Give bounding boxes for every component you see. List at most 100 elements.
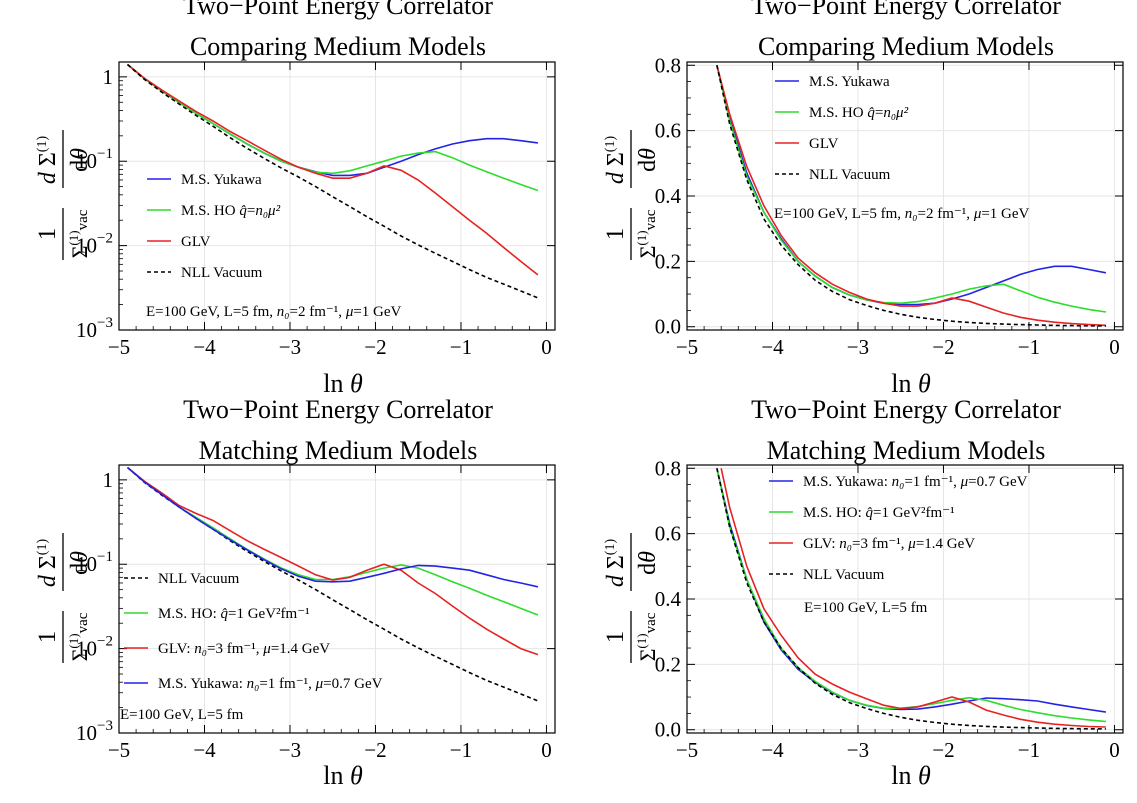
x-tick-label: −1 (450, 335, 472, 359)
series-line-3 (716, 65, 1106, 327)
legend-label-4: NLL Vacuum (181, 265, 263, 281)
x-tick-label: −1 (1018, 335, 1040, 359)
y-axis-label-one: 1 (602, 631, 629, 644)
series-line-3 (126, 63, 539, 276)
y-axis-label-dtheta: dθ (67, 148, 93, 172)
chart-title-line-1: Two−Point Energy Correlator (183, 395, 493, 424)
y-axis-label-one: 1 (602, 228, 629, 241)
legend-label-4: NLL Vacuum (809, 167, 891, 183)
x-tick-label: −5 (676, 738, 698, 762)
series-line-2 (716, 65, 1107, 313)
series-line-4 (126, 63, 539, 299)
x-tick-label: 0 (541, 738, 552, 762)
x-tick-label: 0 (1109, 335, 1120, 359)
parameter-annotation: E=100 GeV, L=5 fm, n₀=2 fm⁻¹, μ=1 GeV (146, 304, 402, 320)
y-axis-label-dsigma: d Σ(1) (603, 539, 629, 588)
y-tick-label: 10−1 (76, 146, 113, 173)
chart-title-line-1: Two−Point Energy Correlator (751, 395, 1061, 424)
legend-label-1: NLL Vacuum (158, 571, 240, 587)
legend-label-3: GLV: n₀=3 fm⁻¹, μ=1.4 GeV (158, 641, 330, 657)
x-tick-label: −3 (847, 738, 869, 762)
legend-label-2: M.S. HO: q̂=1 GeV²fm⁻¹ (158, 606, 310, 622)
legend-label-3: GLV (181, 234, 211, 250)
x-axis-label: ln θ (891, 761, 931, 790)
y-tick-label: 0.4 (655, 184, 682, 208)
y-axis-label-sigma-vac: Σ(1)vac (634, 612, 660, 661)
y-tick-label: 0.6 (655, 119, 681, 143)
parameter-annotation: E=100 GeV, L=5 fm, n₀=2 fm⁻¹, μ=1 GeV (774, 206, 1030, 222)
y-axis-label-dsigma: d Σ(1) (603, 136, 629, 185)
series-line-1 (716, 468, 1107, 713)
y-tick-label: 1 (103, 65, 114, 89)
chart-title-line-1: Two−Point Energy Correlator (751, 0, 1061, 20)
y-tick-label: 10−1 (76, 549, 113, 576)
chart-panel-3: Two−Point Energy Correlator Matching Medi… (34, 395, 556, 790)
series-line-2 (126, 466, 539, 616)
x-tick-label: −3 (279, 335, 301, 359)
y-tick-label: 0.0 (655, 315, 681, 339)
x-tick-label: −4 (761, 335, 784, 359)
y-tick-label: 0.0 (655, 718, 681, 742)
y-tick-label: 0.2 (655, 652, 681, 676)
y-tick-label: 0.6 (655, 522, 681, 546)
y-tick-label: 10−3 (76, 718, 113, 745)
chart-title-line-1: Two−Point Energy Correlator (183, 0, 493, 20)
y-tick-label: 0.8 (655, 53, 681, 77)
x-tick-label: −5 (676, 335, 698, 359)
chart-title-line-2: Comparing Medium Models (190, 32, 486, 61)
legend-label-2: M.S. HO q̂=n₀μ² (181, 203, 281, 219)
x-tick-label: −3 (847, 335, 869, 359)
chart-panel-2: Two−Point Energy Correlator Comparing Med… (602, 0, 1124, 398)
legend-label-2: M.S. HO: q̂=1 GeV²fm⁻¹ (803, 505, 955, 521)
x-tick-label: −2 (932, 738, 954, 762)
x-tick-label: −3 (279, 738, 301, 762)
series-line-3 (126, 466, 539, 656)
legend-label-1: M.S. Yukawa (809, 74, 890, 90)
x-axis-label: ln θ (891, 369, 931, 398)
y-axis-label-sigma-vac: Σ(1)vac (634, 209, 660, 258)
series-line-2 (126, 63, 539, 192)
x-tick-label: −2 (932, 335, 954, 359)
x-tick-label: −2 (364, 335, 386, 359)
plot-frame (118, 61, 556, 331)
y-axis-label-one: 1 (34, 228, 61, 241)
y-tick-label: 10−3 (76, 315, 113, 342)
y-tick-label: 0.4 (655, 587, 682, 611)
series-line-1 (716, 65, 1107, 306)
x-tick-label: 0 (541, 335, 552, 359)
x-tick-label: −5 (108, 335, 130, 359)
chart-title-line-2: Comparing Medium Models (758, 32, 1054, 61)
y-tick-label: 1 (103, 468, 114, 492)
parameter-annotation: E=100 GeV, L=5 fm (120, 707, 244, 723)
legend-label-3: GLV (809, 136, 839, 152)
series-line-3 (720, 468, 1106, 728)
x-tick-label: −4 (193, 335, 216, 359)
x-axis-label: ln θ (323, 369, 363, 398)
y-axis-label-dtheta: dθ (635, 551, 661, 575)
chart-panel-4: Two−Point Energy Correlator Matching Medi… (602, 395, 1124, 790)
x-tick-label: −1 (450, 738, 472, 762)
legend-label-1: M.S. Yukawa: n₀=1 fm⁻¹, μ=0.7 GeV (803, 474, 1028, 490)
x-tick-label: −4 (761, 738, 784, 762)
legend-label-4: NLL Vacuum (803, 567, 885, 583)
chart-panel-1: Two−Point Energy Correlator Comparing Med… (34, 0, 556, 398)
parameter-annotation: E=100 GeV, L=5 fm (804, 600, 928, 616)
y-axis-label-dsigma: d Σ(1) (35, 136, 61, 185)
plot-frame (118, 464, 556, 734)
y-tick-label: 10−2 (76, 231, 113, 258)
x-tick-label: −2 (364, 738, 386, 762)
y-axis-label-dtheta: dθ (635, 148, 661, 172)
chart-title-line-2: Matching Medium Models (199, 436, 478, 465)
legend-label-4: M.S. Yukawa: n₀=1 fm⁻¹, μ=0.7 GeV (158, 676, 383, 692)
x-tick-label: −4 (193, 738, 216, 762)
x-axis-label: ln θ (323, 761, 363, 790)
series-line-1 (126, 63, 539, 177)
y-axis-label-sigma-vac: Σ(1)vac (66, 612, 92, 661)
series-line-4 (126, 466, 539, 588)
y-tick-label: 0.8 (655, 456, 681, 480)
y-axis-label-one: 1 (34, 631, 61, 644)
